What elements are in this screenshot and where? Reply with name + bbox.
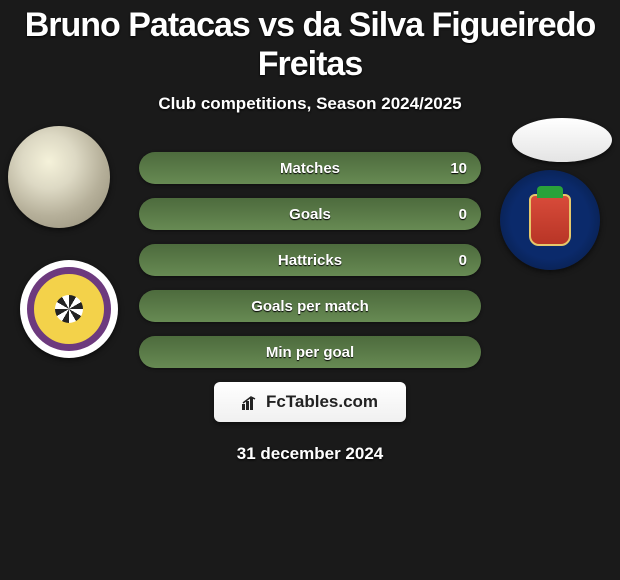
club2-crest xyxy=(500,170,600,270)
stat-pill-matches: Matches 10 xyxy=(139,152,481,184)
club1-crest xyxy=(20,260,118,358)
stat-value: 0 xyxy=(459,252,467,269)
brand-badge: FcTables.com xyxy=(214,382,406,422)
club1-crest-ring xyxy=(27,267,111,351)
stat-label: Matches xyxy=(280,160,340,177)
date-text: 31 december 2024 xyxy=(0,444,620,464)
stat-pill-goals-per-match: Goals per match xyxy=(139,290,481,322)
player2-photo-oval xyxy=(512,118,612,162)
player1-photo xyxy=(8,126,110,228)
subtitle: Club competitions, Season 2024/2025 xyxy=(0,94,620,114)
stat-label: Goals per match xyxy=(251,298,369,315)
stat-label: Hattricks xyxy=(278,252,342,269)
stat-pill-min-per-goal: Min per goal xyxy=(139,336,481,368)
brand-text: FcTables.com xyxy=(266,392,378,411)
footer: FcTables.com xyxy=(0,382,620,422)
page-title: Bruno Patacas vs da Silva Figueiredo Fre… xyxy=(0,0,620,84)
chart-icon xyxy=(242,396,260,410)
stat-pill-goals: Goals 0 xyxy=(139,198,481,230)
club2-crest-shield xyxy=(529,194,571,246)
comparison-card: Bruno Patacas vs da Silva Figueiredo Fre… xyxy=(0,0,620,580)
stat-label: Goals xyxy=(289,206,331,223)
stat-value: 0 xyxy=(459,206,467,223)
stat-pill-hattricks: Hattricks 0 xyxy=(139,244,481,276)
stat-value: 10 xyxy=(450,160,467,177)
stat-label: Min per goal xyxy=(266,344,354,361)
